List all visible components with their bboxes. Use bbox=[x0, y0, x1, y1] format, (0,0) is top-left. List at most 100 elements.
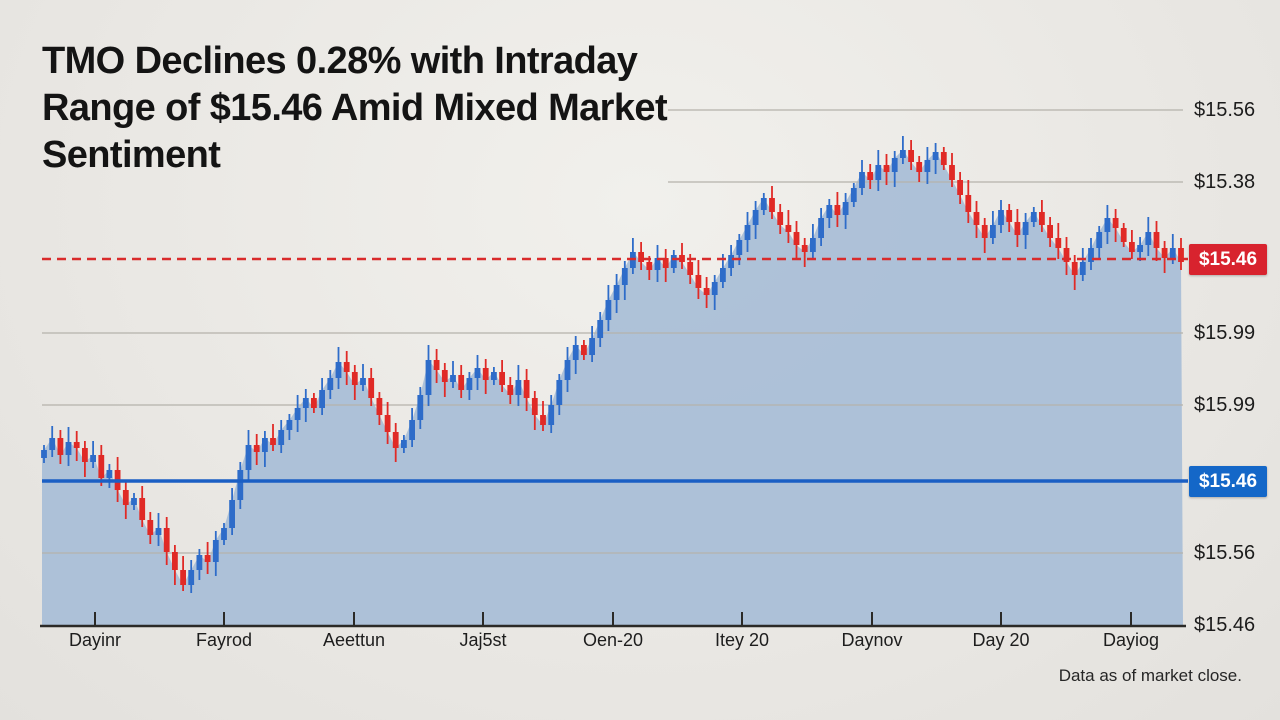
candle-body bbox=[1096, 232, 1103, 248]
x-axis-date-label: Dayiog bbox=[1102, 630, 1160, 650]
x-axis-date-label: Oen-20 bbox=[582, 630, 644, 650]
candle-body bbox=[818, 218, 824, 238]
blue-price-badge: $15.46 bbox=[1189, 466, 1267, 497]
candle-body bbox=[188, 570, 195, 585]
candle-body bbox=[1161, 248, 1168, 258]
candle-body bbox=[409, 420, 415, 440]
candle-body bbox=[82, 448, 88, 462]
candle-body bbox=[376, 398, 383, 415]
candle-body bbox=[294, 408, 301, 420]
candle-body bbox=[711, 282, 718, 295]
candle-body bbox=[311, 398, 317, 408]
candle-body bbox=[1088, 248, 1094, 262]
candle-body bbox=[106, 470, 113, 478]
candle-body bbox=[458, 375, 465, 390]
candle-body bbox=[859, 172, 865, 188]
candle-body bbox=[940, 152, 947, 165]
candle-body bbox=[752, 210, 759, 225]
candle-body bbox=[351, 372, 358, 385]
candle-body bbox=[425, 360, 432, 395]
candle-body bbox=[368, 378, 375, 398]
data-source-note: Data as of market close. bbox=[1058, 666, 1242, 685]
candle-body bbox=[621, 268, 628, 285]
y-axis-price-label: $15.56 bbox=[1194, 542, 1256, 564]
candle-body bbox=[581, 345, 587, 355]
x-axis-date-label: Fayrod bbox=[195, 630, 253, 650]
candle-body bbox=[924, 160, 931, 172]
candle-body bbox=[801, 245, 808, 252]
candle-body bbox=[1039, 212, 1045, 225]
candle-body bbox=[842, 202, 849, 215]
candle-body bbox=[777, 212, 784, 225]
candle-body bbox=[57, 438, 64, 455]
candle-body bbox=[1137, 245, 1143, 252]
candle-body bbox=[180, 570, 186, 585]
candle-body bbox=[687, 262, 694, 275]
candle-body bbox=[891, 158, 898, 172]
candle-body bbox=[875, 165, 882, 180]
x-axis-date-label: Dayinr bbox=[68, 630, 121, 650]
candle-body bbox=[1120, 228, 1127, 242]
candle-body bbox=[531, 398, 538, 415]
candle-body bbox=[556, 380, 563, 405]
candle-body bbox=[744, 225, 751, 240]
candle-body bbox=[646, 262, 653, 270]
x-axis-date-label: Daynov bbox=[841, 630, 903, 650]
candle-body bbox=[155, 528, 162, 535]
candle-body bbox=[384, 415, 391, 432]
candle-body bbox=[695, 275, 702, 288]
candle-body bbox=[908, 150, 914, 162]
candle-body bbox=[204, 555, 211, 562]
candle-body bbox=[515, 380, 522, 395]
y-axis-price-label: $15.38 bbox=[1194, 171, 1256, 193]
candle-body bbox=[1055, 238, 1062, 248]
candle-body bbox=[441, 370, 448, 382]
candle-body bbox=[1014, 222, 1021, 235]
candle-body bbox=[507, 385, 514, 395]
candle-body bbox=[589, 338, 595, 355]
candle-body bbox=[949, 165, 955, 180]
candle-body bbox=[253, 445, 260, 452]
candle-body bbox=[1153, 232, 1160, 248]
candle-body bbox=[850, 188, 857, 202]
candle-body bbox=[466, 378, 473, 390]
candle-body bbox=[1047, 225, 1053, 238]
price-area-fill bbox=[42, 150, 1183, 625]
candle-body bbox=[482, 368, 489, 380]
candle-body bbox=[703, 288, 710, 295]
candle-body bbox=[769, 198, 775, 212]
candle-body bbox=[1030, 212, 1037, 222]
candle-body bbox=[728, 255, 734, 268]
headline-title: TMO Declines 0.28% with Intraday Range o… bbox=[42, 40, 668, 177]
candle-body bbox=[965, 195, 972, 212]
y-axis-price-label: $15.99 bbox=[1194, 322, 1256, 344]
candle-body bbox=[122, 490, 129, 505]
candle-body bbox=[433, 360, 440, 370]
candle-body bbox=[1063, 248, 1070, 262]
candle-body bbox=[613, 285, 620, 300]
candle-body bbox=[1104, 218, 1111, 232]
candle-body bbox=[990, 225, 996, 238]
candle-body bbox=[883, 165, 890, 172]
candle-body bbox=[654, 258, 661, 270]
candle-body bbox=[916, 162, 923, 172]
candle-body bbox=[900, 150, 906, 158]
candle-body bbox=[450, 375, 456, 382]
candle-body bbox=[1006, 210, 1013, 222]
y-axis-price-label: $15.99 bbox=[1194, 394, 1256, 416]
candle-body bbox=[1145, 232, 1152, 245]
candle-body bbox=[41, 450, 47, 458]
candle-body bbox=[401, 440, 407, 448]
candle-body bbox=[662, 258, 669, 268]
candle-body bbox=[605, 300, 612, 320]
candle-body bbox=[572, 345, 579, 360]
candle-body bbox=[760, 198, 767, 210]
candle-body bbox=[131, 498, 137, 505]
candle-body bbox=[335, 362, 342, 378]
candle-body bbox=[981, 225, 988, 238]
candle-body bbox=[417, 395, 424, 420]
candle-body bbox=[392, 432, 399, 448]
candle-body bbox=[73, 442, 80, 448]
candle-body bbox=[793, 232, 800, 245]
candle-body bbox=[343, 362, 350, 372]
